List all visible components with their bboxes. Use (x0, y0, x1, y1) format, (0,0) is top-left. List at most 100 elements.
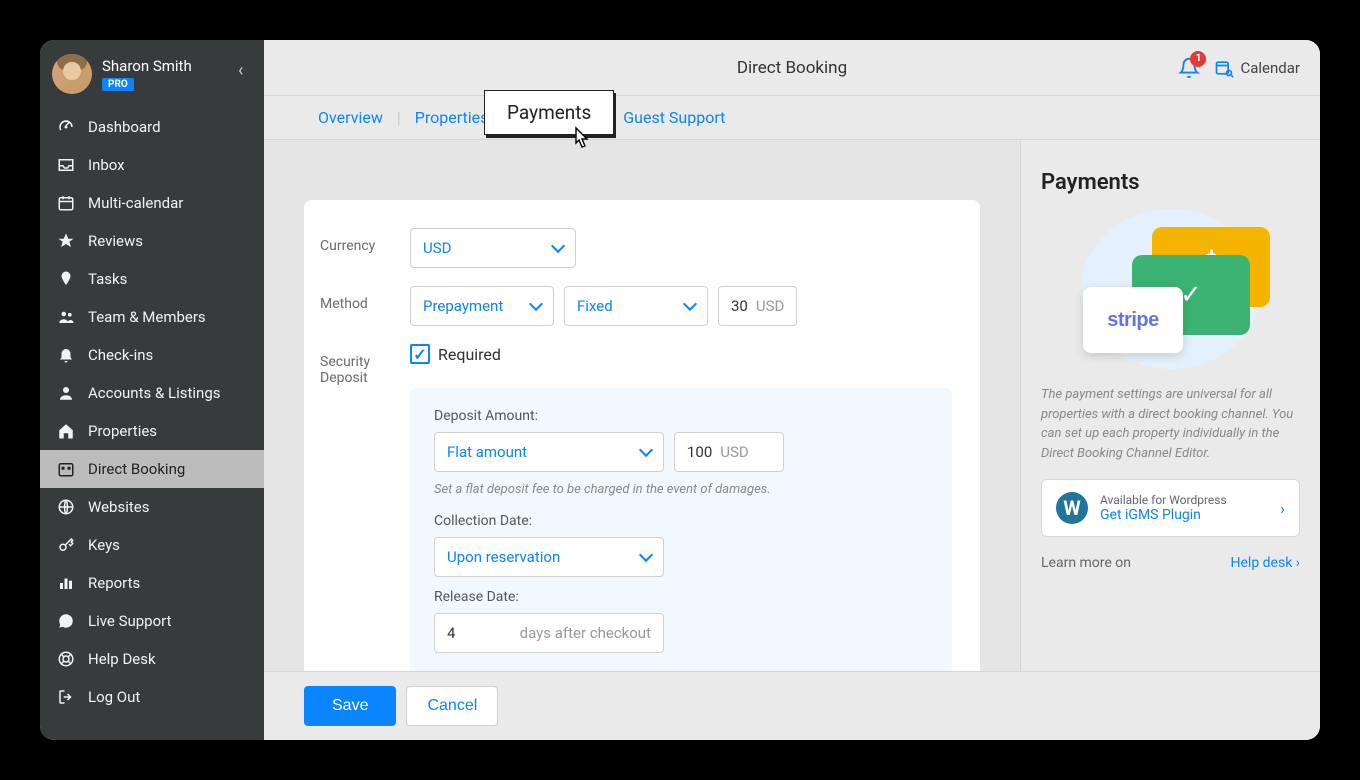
sidebar-item-reviews[interactable]: Reviews (40, 222, 264, 260)
deposit-row: Security Deposit ✓ Required Deposit Amou… (320, 344, 952, 671)
deposit-amount-input[interactable]: 100 USD (674, 432, 784, 472)
sidebar-item-keys[interactable]: Keys (40, 526, 264, 564)
collection-date-select[interactable]: Upon reservation (434, 537, 664, 577)
method-label: Method (320, 286, 410, 326)
method-amount-input[interactable]: 30 USD (718, 286, 797, 326)
footer-bar: Save Cancel (264, 671, 1320, 740)
sidebar-item-live-support[interactable]: Live Support (40, 602, 264, 640)
calendar-search-icon (1214, 58, 1234, 78)
sidebar-item-label: Live Support (88, 612, 172, 630)
sidebar-item-label: Direct Booking (88, 460, 185, 478)
sidebar-item-accounts-listings[interactable]: Accounts & Listings (40, 374, 264, 412)
content: Currency USD Method Prepayment (264, 140, 1320, 671)
sidebar-item-websites[interactable]: Websites (40, 488, 264, 526)
sidebar-item-team-members[interactable]: Team & Members (40, 298, 264, 336)
tab-guest-support[interactable]: Guest Support (609, 96, 739, 139)
sidebar-collapse-icon[interactable]: ‹ (238, 60, 243, 81)
deposit-amount-hint: Set a flat deposit fee to be charged in … (434, 482, 928, 497)
sidebar-item-label: Websites (88, 498, 149, 516)
tabs: Overview | Properties | Payments | Guest… (264, 96, 1320, 140)
sidebar-item-label: Multi-calendar (88, 194, 183, 212)
release-date-input[interactable]: 4 days after checkout (434, 613, 664, 653)
right-panel-desc: The payment settings are universal for a… (1041, 385, 1300, 463)
chart-icon (56, 573, 76, 593)
sidebar-item-label: Log Out (88, 688, 140, 706)
user-info: Sharon Smith PRO (102, 57, 192, 91)
wordpress-icon: W (1056, 492, 1088, 524)
cursor-icon (568, 125, 594, 155)
sidebar-item-check-ins[interactable]: Check-ins (40, 336, 264, 374)
currency-label: Currency (320, 228, 410, 268)
notification-badge: 1 (1190, 51, 1206, 67)
deposit-amount-type-select[interactable]: Flat amount (434, 432, 664, 472)
team-icon (56, 307, 76, 327)
method-type-select[interactable]: Prepayment (410, 286, 554, 326)
user-name: Sharon Smith (102, 57, 192, 75)
sidebar-item-reports[interactable]: Reports (40, 564, 264, 602)
sidebar-item-inbox[interactable]: Inbox (40, 146, 264, 184)
help-icon (56, 649, 76, 669)
deposit-amount-label: Deposit Amount: (434, 408, 928, 424)
topbar-right: 1 Calendar (1178, 57, 1300, 79)
sidebar-item-label: Reports (88, 574, 140, 592)
home-icon (56, 421, 76, 441)
collection-date-label: Collection Date: (434, 513, 928, 529)
currency-row: Currency USD (320, 228, 952, 268)
calendar-label: Calendar (1240, 59, 1300, 77)
sidebar-item-dashboard[interactable]: Dashboard (40, 108, 264, 146)
key-icon (56, 535, 76, 555)
calendar-icon (56, 193, 76, 213)
release-date-label: Release Date: (434, 589, 928, 605)
deposit-amount-unit: USD (720, 443, 748, 461)
tab-highlight-payments[interactable]: Payments (484, 90, 614, 135)
method-amount-unit: USD (756, 297, 784, 315)
calendar-link[interactable]: Calendar (1214, 58, 1300, 78)
gauge-icon (56, 117, 76, 137)
wordpress-plugin-box[interactable]: W Available for Wordpress Get iGMS Plugi… (1041, 479, 1300, 537)
app-window: Sharon Smith PRO ‹ Dashboard Inbox Multi-c… (40, 40, 1320, 740)
main: Direct Booking 1 Calendar Overview | Pro… (264, 40, 1320, 740)
wp-available-label: Available for Wordpress (1100, 493, 1268, 507)
sidebar-item-label: Check-ins (88, 346, 153, 364)
sidebar-item-label: Team & Members (88, 308, 206, 326)
tab-overview[interactable]: Overview (304, 96, 397, 139)
learn-more-row: Learn more on Help desk › (1041, 555, 1300, 571)
sidebar: Sharon Smith PRO ‹ Dashboard Inbox Multi-c… (40, 40, 264, 740)
deposit-required-checkbox[interactable]: ✓ (410, 344, 430, 364)
save-button[interactable]: Save (304, 686, 396, 726)
release-date-suffix: days after checkout (520, 624, 651, 642)
sidebar-item-help-desk[interactable]: Help Desk (40, 640, 264, 678)
notifications-icon[interactable]: 1 (1178, 57, 1200, 79)
sidebar-item-direct-booking[interactable]: Direct Booking (40, 450, 264, 488)
sidebar-item-tasks[interactable]: Tasks (40, 260, 264, 298)
currency-select[interactable]: USD (410, 228, 576, 268)
deposit-label: Security Deposit (320, 344, 410, 671)
cancel-button[interactable]: Cancel (406, 686, 498, 726)
user-icon (56, 383, 76, 403)
page-title: Direct Booking (737, 58, 847, 78)
sidebar-item-log-out[interactable]: Log Out (40, 678, 264, 716)
right-panel: Payments $ ✓ stripe The payment settings… (1020, 140, 1320, 671)
sidebar-item-properties[interactable]: Properties (40, 412, 264, 450)
sidebar-item-label: Help Desk (88, 650, 156, 668)
method-mode-select[interactable]: Fixed (564, 286, 708, 326)
inbox-icon (56, 155, 76, 175)
pro-badge: PRO (102, 78, 134, 91)
wp-plugin-link: Get iGMS Plugin (1100, 507, 1268, 523)
user-block[interactable]: Sharon Smith PRO (40, 40, 264, 108)
deposit-required-label: Required (438, 345, 501, 364)
sidebar-item-label: Keys (88, 536, 120, 554)
stripe-card: stripe (1083, 287, 1183, 353)
learn-more-label: Learn more on (1041, 555, 1131, 571)
topbar: Direct Booking 1 Calendar (264, 40, 1320, 96)
pin-icon (56, 269, 76, 289)
sidebar-item-label: Inbox (88, 156, 125, 174)
deposit-required-row: ✓ Required (410, 344, 952, 364)
logout-icon (56, 687, 76, 707)
chevron-right-icon: › (1280, 499, 1285, 518)
help-desk-link[interactable]: Help desk › (1231, 555, 1300, 571)
sidebar-item-multi-calendar[interactable]: Multi-calendar (40, 184, 264, 222)
bell-icon (56, 345, 76, 365)
method-row: Method Prepayment Fixed 30 USD (320, 286, 952, 326)
sidebar-item-label: Tasks (88, 270, 127, 288)
